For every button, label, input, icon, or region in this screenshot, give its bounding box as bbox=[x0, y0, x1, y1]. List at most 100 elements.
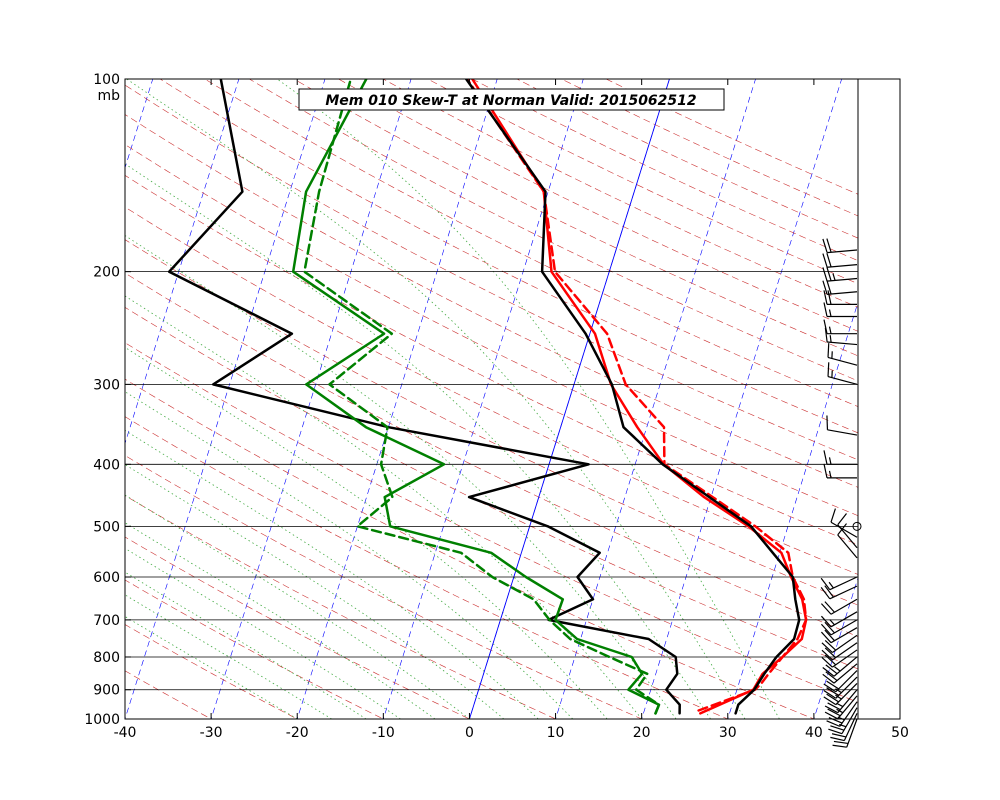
wind-barb-half-feather bbox=[834, 666, 841, 672]
wind-barb bbox=[820, 627, 858, 644]
wind-barb bbox=[820, 585, 858, 600]
wind-barb bbox=[824, 689, 858, 714]
moist-adiabat-line bbox=[125, 429, 539, 719]
isotherm-line bbox=[125, 79, 154, 169]
isotherm-line bbox=[896, 65, 1000, 733]
x-tick-label: 10 bbox=[547, 725, 565, 741]
wind-barb-feather bbox=[828, 716, 843, 724]
series-env-left bbox=[167, 79, 681, 715]
wind-barb-feather bbox=[820, 631, 832, 644]
wind-barb-half-feather bbox=[828, 309, 832, 317]
wind-barb bbox=[820, 611, 858, 628]
wind-barb-staff bbox=[837, 689, 858, 714]
wind-barb-feather bbox=[823, 450, 828, 465]
dry-adiabat-line bbox=[204, 79, 858, 407]
dry-adiabat-line bbox=[125, 144, 858, 517]
moist-adiabat-line bbox=[125, 346, 608, 719]
wind-barb bbox=[828, 707, 858, 735]
moist-adiabat-line bbox=[125, 464, 505, 719]
dry-adiabat-line bbox=[125, 84, 858, 461]
wind-barb-feather bbox=[827, 362, 830, 377]
wind-barb-feather bbox=[821, 649, 833, 661]
wind-barb-staff bbox=[846, 718, 858, 748]
wind-barb-staff bbox=[841, 707, 858, 734]
wind-barb-feather bbox=[833, 740, 849, 745]
wind-barb bbox=[826, 415, 858, 436]
dry-adiabat-line bbox=[125, 416, 729, 719]
x-tick-label: -20 bbox=[286, 725, 309, 741]
wind-barb-feather bbox=[826, 680, 839, 690]
x-tick-label: -40 bbox=[114, 725, 137, 741]
y-tick-label: 800 bbox=[93, 650, 120, 666]
wind-barb bbox=[822, 253, 858, 268]
wind-barb bbox=[821, 642, 858, 661]
wind-barb-staff bbox=[835, 670, 858, 693]
wind-barb bbox=[820, 619, 858, 636]
dry-adiabat-line bbox=[125, 239, 858, 606]
wind-barb bbox=[822, 280, 858, 295]
wind-barb-staff bbox=[837, 695, 858, 720]
wind-barb-feather bbox=[824, 647, 837, 659]
dry-adiabat-line bbox=[159, 79, 858, 434]
wind-barb-feather bbox=[826, 253, 832, 268]
wind-barb-feather bbox=[822, 280, 828, 295]
series-temp-solid bbox=[471, 79, 808, 715]
moist-adiabat-line bbox=[125, 163, 711, 719]
y-tick-label: 700 bbox=[93, 613, 120, 629]
moist-adiabat-line bbox=[126, 79, 746, 719]
wind-barb-feather bbox=[823, 463, 828, 479]
wind-barb bbox=[823, 290, 857, 305]
wind-barb bbox=[830, 508, 858, 538]
x-tick-label: 30 bbox=[719, 725, 737, 741]
wind-barb-half-feather bbox=[828, 470, 832, 479]
wind-barb-feather bbox=[824, 621, 835, 634]
wind-barb-staff bbox=[829, 576, 858, 591]
wind-barb-feather bbox=[824, 705, 838, 714]
y-tick-label: 100 bbox=[93, 72, 120, 88]
moist-adiabat-line bbox=[125, 594, 332, 719]
wind-barb bbox=[822, 266, 858, 282]
wind-barb bbox=[821, 649, 858, 668]
wind-barb-half-feather bbox=[828, 326, 832, 334]
wind-barb bbox=[822, 663, 858, 684]
zero-isotherm-line bbox=[468, 79, 670, 719]
series-dew-dashed bbox=[303, 79, 661, 715]
series-layer bbox=[167, 79, 808, 715]
plot-frame bbox=[124, 78, 901, 720]
wind-barb-feather bbox=[827, 702, 841, 711]
wind-barb-feather bbox=[827, 708, 841, 717]
wind-barb-staff bbox=[837, 534, 858, 559]
dry-adiabat-line bbox=[125, 579, 384, 719]
dry-adiabat-line bbox=[125, 670, 212, 719]
y-tick-label: 600 bbox=[93, 570, 120, 586]
wind-barb-half-feather bbox=[835, 694, 842, 700]
chart-title-box: Mem 010 Skew-T at Norman Valid: 20150625… bbox=[298, 88, 725, 111]
wind-barb bbox=[823, 463, 857, 479]
wind-barb-staff bbox=[827, 356, 858, 366]
wind-barb-feather bbox=[824, 654, 837, 666]
wind-barb-feather bbox=[820, 615, 832, 628]
wind-barb-half-feather bbox=[829, 335, 832, 343]
wind-barb-staff bbox=[827, 376, 858, 385]
series-dew-solid bbox=[291, 79, 661, 715]
series-temp-dashed bbox=[465, 79, 808, 712]
wind-barb bbox=[820, 576, 858, 591]
y-tick-label: 200 bbox=[93, 265, 120, 281]
wind-barb-feather bbox=[826, 693, 839, 703]
wind-barb-staff bbox=[833, 656, 858, 677]
moist-adiabat-line bbox=[125, 235, 677, 719]
wind-barb-staff bbox=[832, 649, 858, 668]
dry-adiabat-line bbox=[125, 536, 471, 719]
dry-adiabat-line bbox=[472, 79, 858, 261]
calm-wind-circle bbox=[852, 521, 862, 531]
wind-barb-staff bbox=[830, 598, 858, 615]
wind-barb-half-feather bbox=[828, 457, 832, 465]
wind-barb-staff bbox=[835, 676, 858, 699]
wind-barb-feather bbox=[821, 656, 833, 668]
x-tick-label: -10 bbox=[372, 725, 395, 741]
wind-barb-staff bbox=[830, 619, 858, 636]
dry-adiabat-line bbox=[125, 175, 858, 545]
wind-barb-staff bbox=[843, 713, 858, 741]
x-tick-label: 20 bbox=[633, 725, 651, 741]
wind-barb-feather bbox=[820, 623, 832, 636]
